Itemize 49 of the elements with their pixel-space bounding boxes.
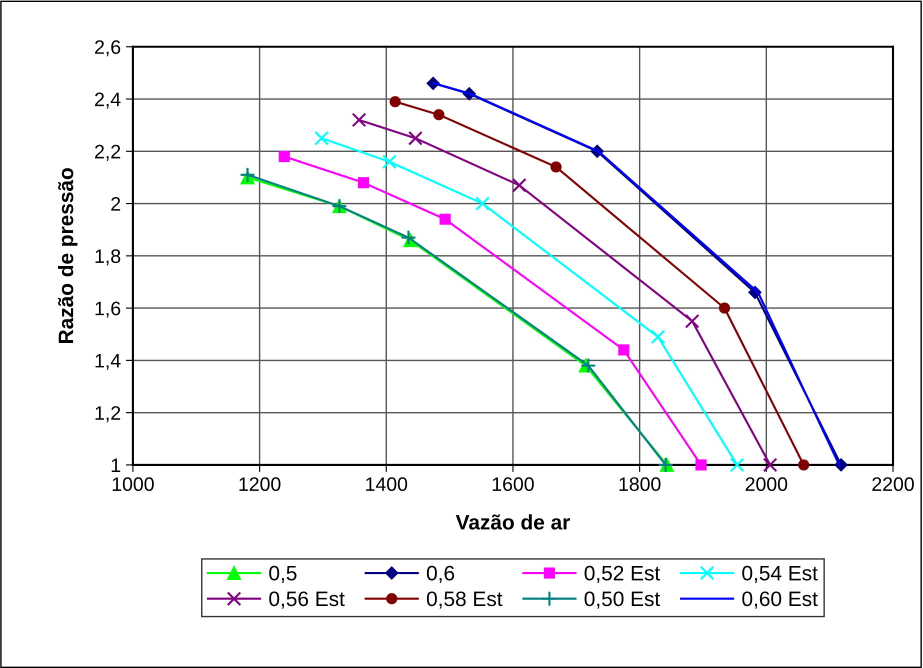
point (696, 459, 707, 470)
point (718, 302, 730, 314)
point (382, 154, 397, 170)
point (684, 314, 700, 328)
point (798, 459, 810, 470)
x-tick-label: 2000 (746, 477, 788, 492)
x-tick-label: 1600 (492, 477, 534, 492)
x-tick-label: 1400 (366, 477, 408, 492)
y-tick-label: 1 (112, 458, 120, 472)
x-tick-label: 1800 (619, 477, 661, 492)
point (358, 177, 370, 188)
legend-label: 0,60 Est (742, 591, 818, 609)
y-tick-label: 2,2 (95, 144, 120, 161)
x-tick-label: 1200 (239, 477, 280, 492)
point (762, 458, 778, 472)
point (314, 130, 329, 146)
x-tick-label: 1000 (112, 477, 154, 492)
y-tick-label: 1,2 (96, 406, 120, 422)
legend-label: 0,5 (269, 566, 297, 583)
legend-label: 0,56 Est (269, 591, 345, 609)
point (240, 166, 256, 183)
point (618, 344, 630, 356)
y-tick-label: 2,6 (95, 40, 120, 56)
y-tick-label: 1,6 (96, 302, 120, 318)
point (408, 130, 423, 146)
point (730, 458, 744, 472)
point (440, 214, 451, 225)
point (400, 230, 416, 246)
x-axis-title: Vazão de ar (456, 514, 570, 530)
point (352, 112, 366, 128)
y-tick-label: 1,8 (96, 249, 120, 266)
y-tick-label: 1,4 (96, 354, 121, 370)
legend-label: 0,6 (426, 566, 454, 583)
legend-label: 0,58 Est (426, 591, 502, 609)
legend-label: 0,54 Est (742, 566, 818, 583)
legend-label: 0,50 Est (584, 591, 660, 609)
legend-label: 0,52 Est (584, 566, 660, 583)
point (278, 150, 290, 162)
y-tick-label: 2,4 (95, 92, 121, 109)
point (550, 161, 562, 173)
x-tick-label: 2200 (872, 477, 914, 492)
point (475, 196, 490, 211)
point (512, 178, 527, 193)
point (390, 96, 401, 108)
point (580, 358, 596, 374)
point (650, 330, 666, 344)
y-tick-label: 2 (111, 197, 120, 211)
y-axis-title: Razão de pressão (58, 168, 78, 344)
point (433, 109, 444, 120)
